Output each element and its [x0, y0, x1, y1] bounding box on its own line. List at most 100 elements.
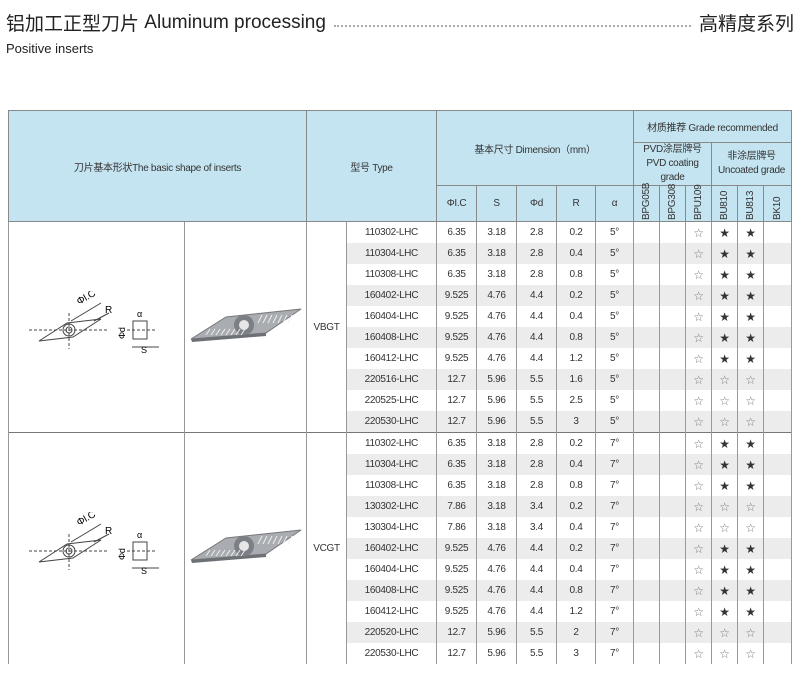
grade-cell	[763, 432, 792, 454]
outline-star-icon: ☆	[685, 432, 712, 454]
dim-cell: 12.7	[436, 622, 477, 643]
filled-star-icon: ★	[711, 264, 738, 285]
dim-cell: 4.76	[476, 601, 517, 622]
table-row: 160408-LHC 9.525 4.76 4.4 0.8 5° ☆ ★ ★	[9, 327, 792, 348]
code-cell: 110302-LHC	[346, 221, 437, 243]
shape-drawing-cell: ΦI.C R Φd S α	[8, 221, 185, 433]
grade-cell	[659, 538, 686, 559]
grade-cell	[659, 306, 686, 327]
dim-cell: 5.96	[476, 390, 517, 411]
code-cell: 110308-LHC	[346, 475, 437, 496]
grade-cell	[633, 643, 660, 664]
grade-cell	[633, 285, 660, 306]
grade-col-header: BU813	[737, 185, 764, 222]
outline-star-icon: ☆	[685, 243, 712, 264]
outline-star-icon: ☆	[685, 411, 712, 433]
dim-cell: 7.86	[436, 517, 477, 538]
filled-star-icon: ★	[737, 348, 764, 369]
outline-star-icon: ☆	[737, 517, 764, 538]
dim-cell: 4.4	[516, 601, 557, 622]
dim-cell: 7.86	[436, 496, 477, 517]
dim-col-header: R	[556, 185, 596, 222]
series-label: 高精度系列	[698, 14, 794, 35]
dim-cell: 3.18	[476, 454, 517, 475]
grade-cell	[633, 390, 660, 411]
code-cell: 220525-LHC	[346, 390, 437, 411]
subtitle: Positive inserts	[6, 41, 94, 56]
d-label: Φd	[117, 327, 127, 339]
code-cell: 160408-LHC	[346, 580, 437, 601]
outline-star-icon: ☆	[711, 369, 738, 390]
grade-cell	[763, 264, 792, 285]
dim-cell: 1.2	[556, 348, 596, 369]
alpha-cell: 5°	[595, 327, 634, 348]
grade-cell	[659, 496, 686, 517]
insert-dimension-drawing: ΦI.C R Φd S α	[29, 509, 159, 576]
alpha-cell: 7°	[595, 432, 634, 454]
alpha-cell: 5°	[595, 285, 634, 306]
outline-star-icon: ☆	[737, 411, 764, 433]
dim-cell: 0.8	[556, 264, 596, 285]
dim-cell: 4.4	[516, 559, 557, 580]
pvd-cn: PVD涂层牌号	[643, 144, 702, 155]
grade-cell	[633, 517, 660, 538]
grade-cell	[659, 559, 686, 580]
table-row: 160402-LHC 9.525 4.76 4.4 0.2 7° ☆ ★ ★	[9, 538, 792, 559]
grade-cell	[633, 432, 660, 454]
ic-label: ΦI.C	[75, 512, 98, 529]
insert-dimension-drawing: ΦI.C R Φd S α	[29, 288, 159, 355]
table-row: 160404-LHC 9.525 4.76 4.4 0.4 5° ☆ ★ ★	[9, 306, 792, 327]
code-cell: 220530-LHC	[346, 411, 437, 433]
filled-star-icon: ★	[737, 559, 764, 580]
s-label: S	[141, 566, 147, 576]
alpha-cell: 7°	[595, 580, 634, 601]
table-row: 160402-LHC 9.525 4.76 4.4 0.2 5° ☆ ★ ★	[9, 285, 792, 306]
type-cell: VCGT	[306, 432, 347, 664]
grade-cell	[633, 475, 660, 496]
grade-cell	[633, 348, 660, 369]
grade-header: 材质推荐 Grade recommended	[633, 110, 792, 143]
filled-star-icon: ★	[737, 306, 764, 327]
table-row: 220530-LHC 12.7 5.96 5.5 3 7° ☆ ☆ ☆	[9, 643, 792, 664]
code-cell: 160408-LHC	[346, 327, 437, 348]
dim-cell: 12.7	[436, 390, 477, 411]
outline-star-icon: ☆	[711, 411, 738, 433]
inserts-table: 刀片基本形状The basic shape of inserts 型号 Type…	[8, 110, 792, 664]
pvd-header: PVD涂层牌号 PVD coating grade	[633, 142, 712, 186]
grade-col-label: BPG05B	[641, 182, 652, 220]
dim-cell: 2.8	[516, 432, 557, 454]
dim-cell: 4.4	[516, 285, 557, 306]
filled-star-icon: ★	[711, 559, 738, 580]
outline-star-icon: ☆	[711, 390, 738, 411]
grade-col-label: BU810	[719, 190, 730, 220]
filled-star-icon: ★	[737, 538, 764, 559]
outline-star-icon: ☆	[685, 454, 712, 475]
dim-cell: 5.96	[476, 369, 517, 390]
outline-star-icon: ☆	[685, 327, 712, 348]
dim-cell: 2.8	[516, 221, 557, 243]
insert-photo	[190, 308, 301, 342]
alpha-cell: 5°	[595, 411, 634, 433]
outline-star-icon: ☆	[737, 496, 764, 517]
table-row: 110308-LHC 6.35 3.18 2.8 0.8 5° ☆ ★ ★	[9, 264, 792, 285]
outline-star-icon: ☆	[685, 622, 712, 643]
alpha-cell: 7°	[595, 622, 634, 643]
dim-cell: 1.2	[556, 601, 596, 622]
outline-star-icon: ☆	[711, 517, 738, 538]
code-cell: 110302-LHC	[346, 432, 437, 454]
filled-star-icon: ★	[737, 580, 764, 601]
grade-cell	[659, 264, 686, 285]
dim-cell: 3.18	[476, 496, 517, 517]
dim-cell: 3	[556, 643, 596, 664]
insert-photo	[190, 529, 301, 563]
code-cell: 220516-LHC	[346, 369, 437, 390]
dim-cell: 9.525	[436, 327, 477, 348]
filled-star-icon: ★	[711, 327, 738, 348]
alpha-cell: 5°	[595, 264, 634, 285]
dim-cell: 4.4	[516, 580, 557, 601]
dim-cell: 5.5	[516, 411, 557, 433]
table-row: 160408-LHC 9.525 4.76 4.4 0.8 7° ☆ ★ ★	[9, 580, 792, 601]
shape-drawing-cell: ΦI.C R Φd S α	[8, 432, 185, 664]
dim-cell: 9.525	[436, 601, 477, 622]
grade-col-header: BPU109	[685, 184, 712, 222]
